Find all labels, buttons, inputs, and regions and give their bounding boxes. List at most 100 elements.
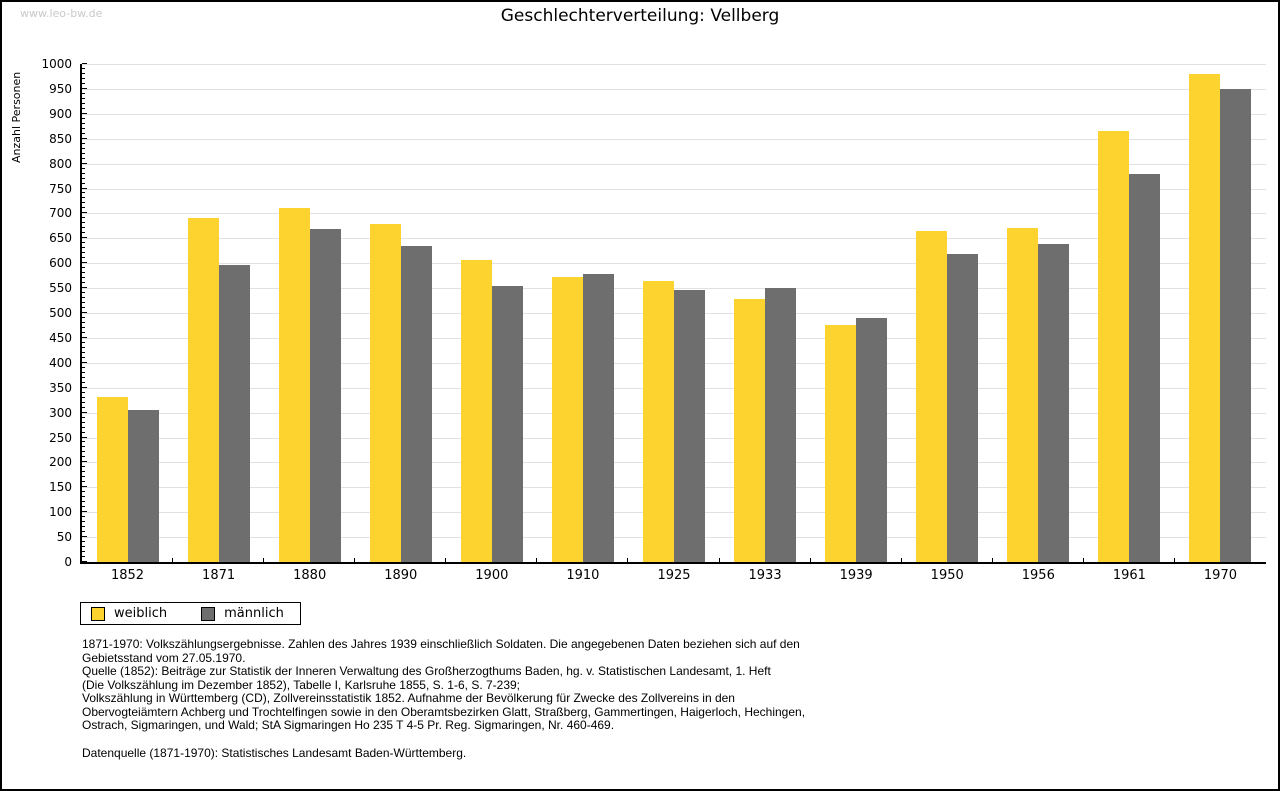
y-tick-160 (82, 481, 85, 483)
bar-maennlich-1939 (856, 317, 888, 562)
y-tick-510 (82, 307, 85, 309)
y-tick-820 (82, 152, 85, 154)
y-tick-label-950: 950 (49, 81, 72, 96)
y-tick-780 (82, 172, 85, 174)
y-tick-210 (82, 456, 85, 458)
y-tick-400 (82, 361, 87, 363)
y-tick-0 (82, 561, 87, 562)
y-tick-470 (82, 326, 85, 328)
y-tick-170 (82, 476, 85, 478)
bar-group-1933 (720, 288, 811, 562)
y-tick-320 (82, 401, 85, 403)
bar-weiblich-1880 (278, 207, 310, 562)
x-boundary-tick-4 (445, 558, 447, 562)
y-tick-60 (82, 531, 85, 533)
gridline-550 (82, 288, 1266, 290)
y-tick-label-250: 250 (49, 430, 72, 445)
y-tick-220 (82, 451, 85, 453)
y-tick-860 (82, 132, 85, 134)
x-boundary-tick-10 (991, 558, 993, 562)
y-tick-330 (82, 396, 85, 398)
footnote-line-7: Ostrach, Sigmaringen, und Wald; StA Sigm… (82, 718, 615, 732)
gridline-850 (82, 138, 1266, 140)
y-tick-340 (82, 391, 85, 393)
y-tick-label-800: 800 (49, 156, 72, 171)
y-tick-label-650: 650 (49, 231, 72, 246)
y-tick-640 (82, 242, 85, 244)
y-tick-label-850: 850 (49, 131, 72, 146)
bar-maennlich-1970 (1220, 88, 1252, 562)
y-tick-420 (82, 351, 85, 353)
x-boundary-tick-7 (718, 558, 720, 562)
y-tick-730 (82, 197, 85, 199)
x-boundary-tick-5 (536, 558, 538, 562)
bar-weiblich-1910 (551, 276, 583, 562)
bar-maennlich-1871 (218, 264, 250, 562)
legend-swatch-weiblich (91, 606, 105, 621)
bar-group-1880 (264, 207, 355, 562)
bar-weiblich-1890 (369, 223, 401, 562)
y-tick-80 (82, 521, 85, 523)
y-tick-940 (82, 92, 85, 94)
y-tick-1000 (82, 63, 87, 64)
y-tick-350 (82, 386, 87, 388)
x-axis-label-1961: 1961 (1112, 568, 1146, 583)
y-tick-570 (82, 277, 85, 279)
y-tick-label-450: 450 (49, 330, 72, 345)
x-axis-label-1852: 1852 (110, 568, 145, 583)
y-tick-750 (82, 187, 87, 189)
footnote-line-3: Quelle (1852): Beiträge zur Statistik de… (82, 664, 771, 678)
x-boundary-tick-12 (1173, 558, 1175, 562)
y-tick-240 (82, 441, 85, 443)
y-tick-830 (82, 147, 85, 149)
bar-weiblich-1933 (734, 298, 766, 562)
y-tick-370 (82, 376, 85, 378)
y-tick-550 (82, 287, 87, 289)
watermark: www.leo-bw.de (20, 7, 103, 20)
y-tick-260 (82, 431, 85, 433)
x-axis-label-1970: 1970 (1203, 568, 1237, 583)
gridline-750 (82, 188, 1266, 190)
y-tick-740 (82, 192, 85, 194)
y-tick-530 (82, 297, 85, 299)
y-tick-770 (82, 177, 85, 179)
y-tick-460 (82, 331, 85, 333)
y-tick-30 (82, 546, 85, 548)
bar-weiblich-1970 (1189, 73, 1221, 562)
y-tick-label-750: 750 (49, 181, 72, 196)
y-tick-670 (82, 227, 85, 229)
y-tick-label-50: 50 (56, 530, 72, 545)
chart-title: Geschlechterverteilung: Vellberg (500, 6, 780, 26)
y-tick-250 (82, 436, 87, 438)
y-tick-970 (82, 77, 85, 79)
legend: weiblich männlich (80, 602, 301, 625)
gridline-800 (82, 163, 1266, 165)
y-tick-label-500: 500 (49, 306, 72, 320)
bar-weiblich-1961 (1098, 130, 1130, 562)
y-tick-520 (82, 302, 85, 304)
y-tick-760 (82, 182, 85, 184)
bar-group-1852 (82, 397, 173, 562)
bar-weiblich-1852 (96, 397, 128, 562)
gridline-650 (82, 238, 1266, 240)
y-tick-label-900: 900 (49, 106, 72, 121)
bar-group-1900 (446, 259, 537, 562)
bar-maennlich-1925 (673, 289, 705, 562)
y-tick-490 (82, 316, 85, 318)
x-axis-label-1933: 1933 (748, 568, 782, 583)
y-tick-630 (82, 247, 85, 249)
y-tick-label-300: 300 (49, 405, 72, 420)
y-tick-810 (82, 157, 85, 159)
bar-maennlich-1933 (765, 288, 797, 562)
x-axis-label-1900: 1900 (475, 568, 509, 583)
footnote-line-6: Obervogteiämtern Achberg und Trochtelfin… (82, 704, 806, 719)
y-tick-440 (82, 341, 85, 343)
footnotes: 1871-1970: Volkszählungsergebnisse. Zahl… (82, 637, 806, 733)
gridline-1000 (82, 64, 1266, 65)
x-axis-label-1910: 1910 (566, 568, 600, 583)
y-tick-850 (82, 137, 87, 139)
y-tick-190 (82, 466, 85, 468)
x-boundary-tick-2 (263, 558, 265, 562)
y-tick-360 (82, 381, 85, 383)
y-tick-600 (82, 262, 87, 264)
